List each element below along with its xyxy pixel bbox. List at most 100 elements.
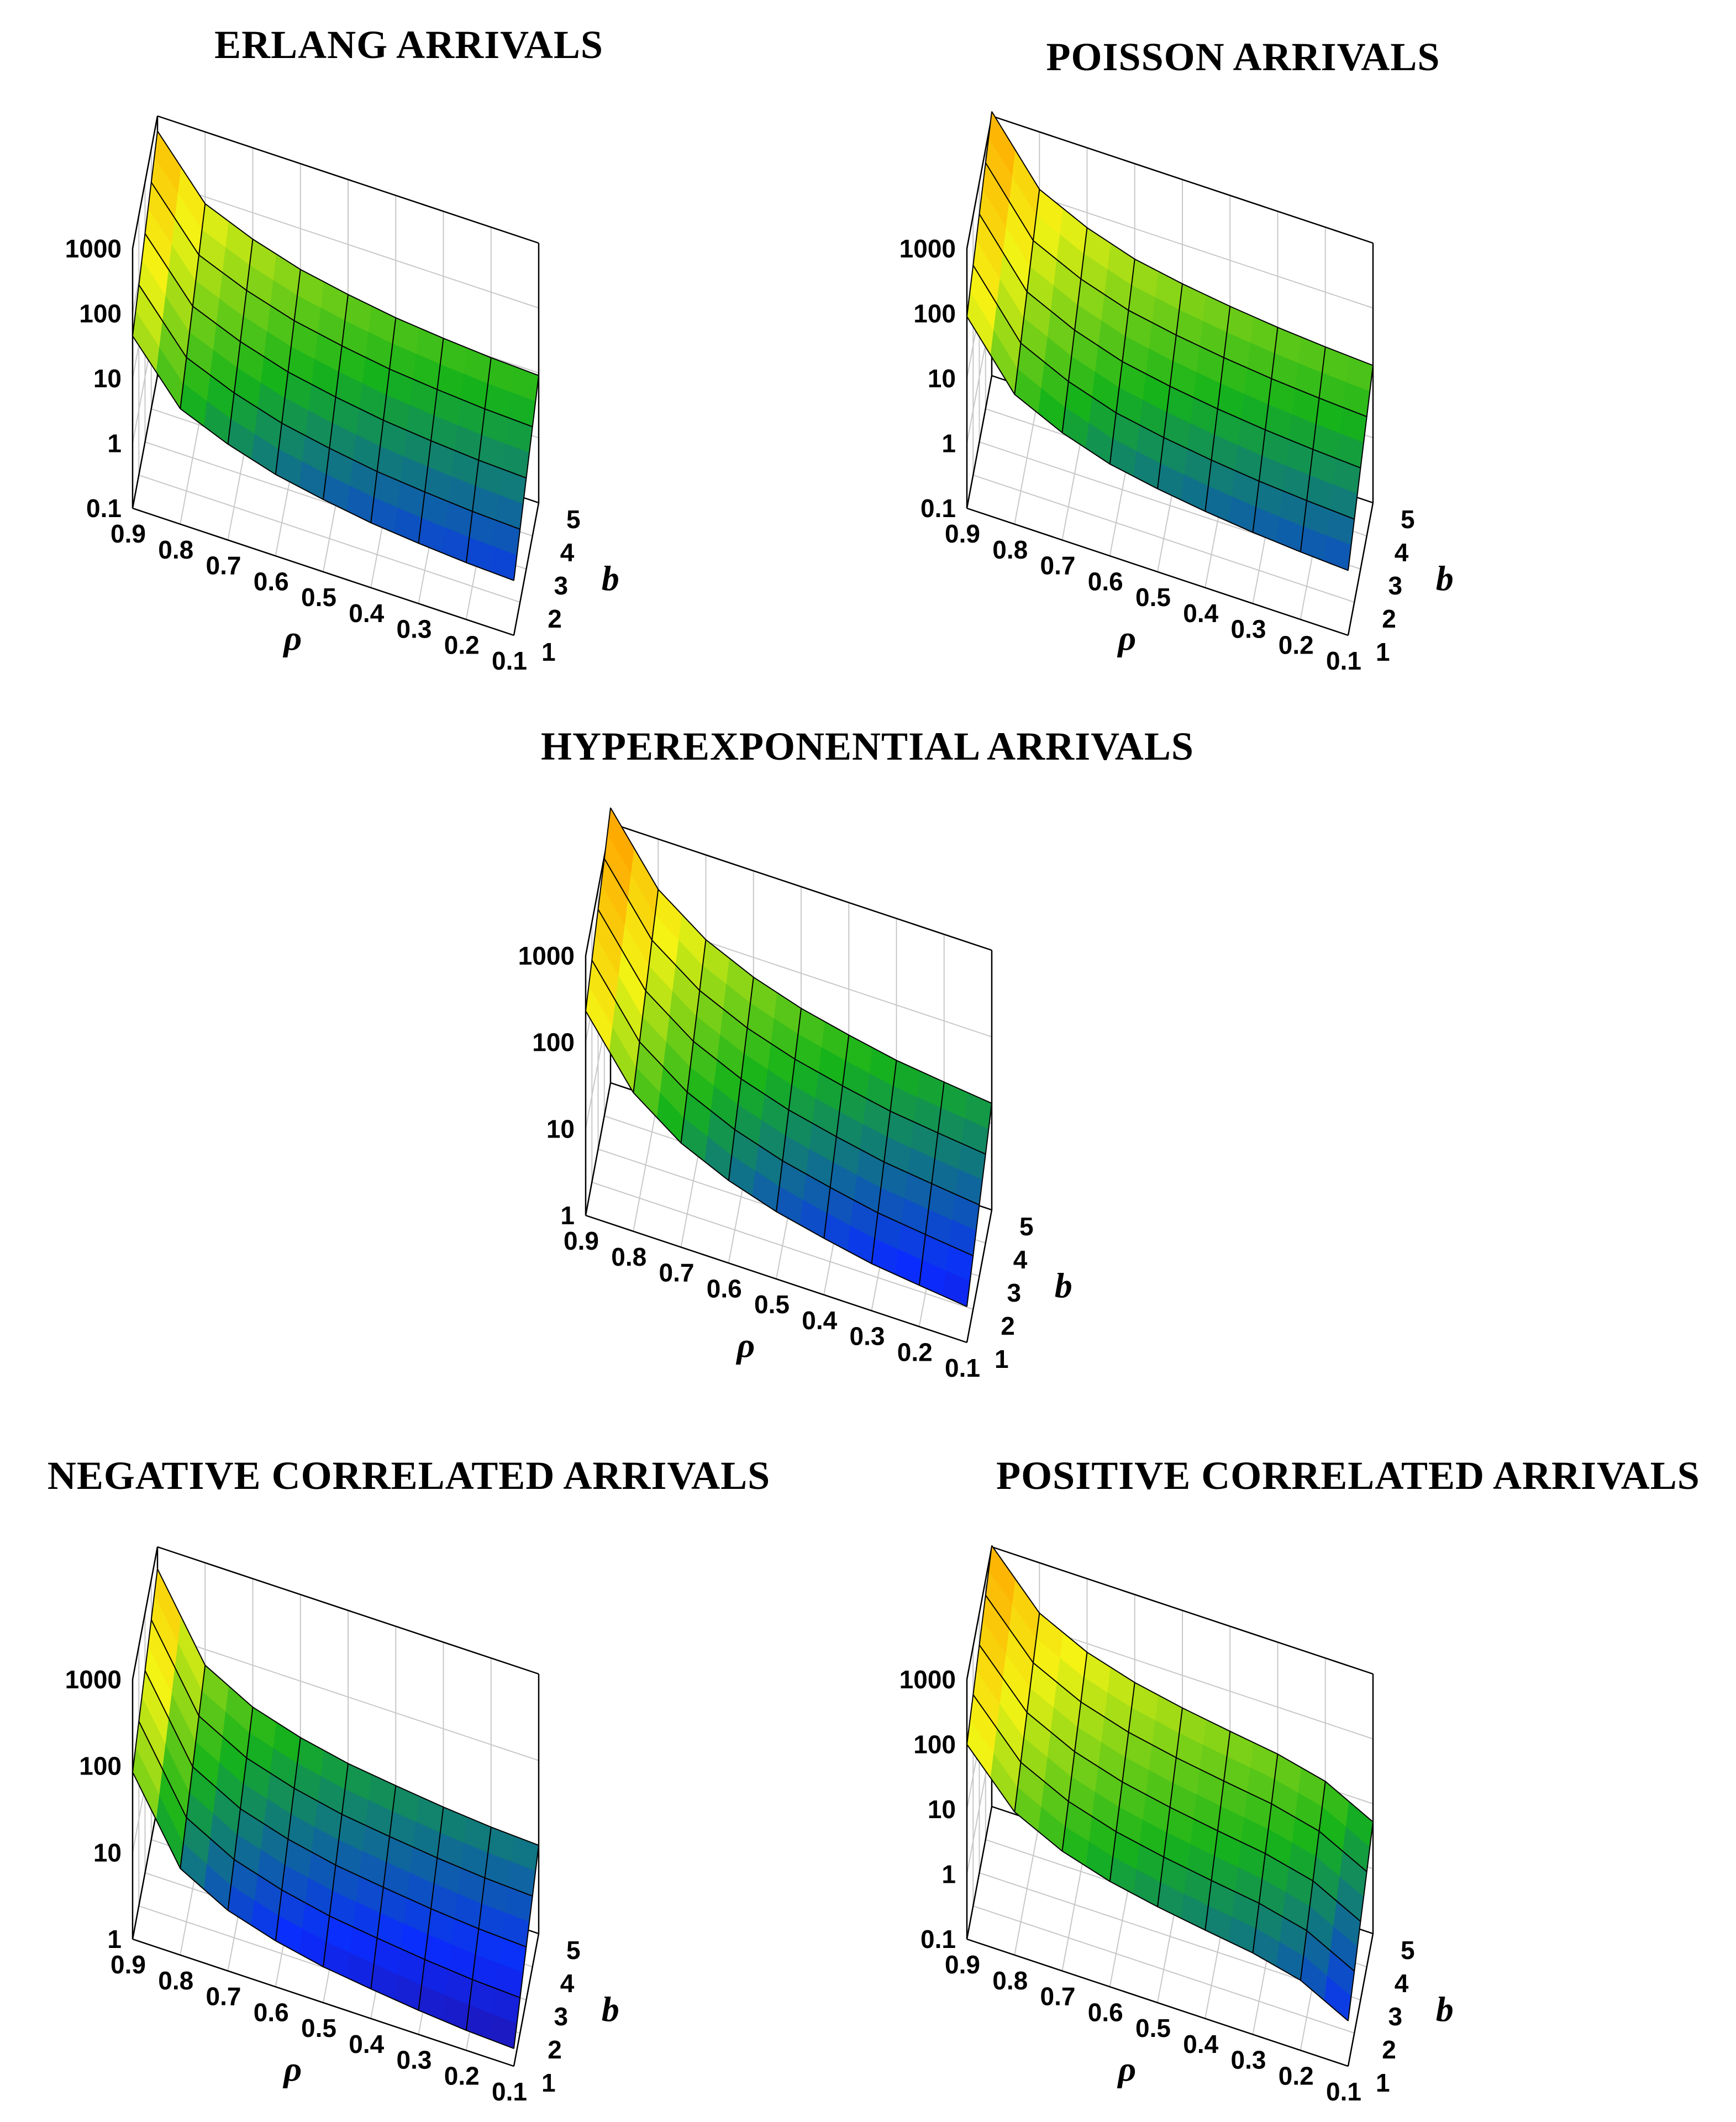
x-tick-label: 0.7 — [206, 1982, 241, 2011]
mesh-line — [979, 213, 1361, 468]
mesh-line — [150, 182, 533, 428]
x-tick-label: 0.6 — [1088, 1998, 1123, 2026]
grid-line — [1014, 1822, 1040, 1955]
y-tick-label: 3 — [554, 2002, 569, 2031]
x-tick-label: 0.8 — [158, 1966, 193, 1995]
x-tick-label: 0.9 — [111, 1950, 146, 1979]
surface-plot: 1 10 100 1000 0.9 0.8 0.7 0.6 0.5 0.4 0.3 0.2 0.1 1 2 3… — [65, 1546, 619, 2106]
y-tick-label: 3 — [554, 571, 569, 600]
y-tick-label: 2 — [1001, 1312, 1015, 1340]
x-tick-label: 0.9 — [564, 1226, 599, 1255]
surface-mesh — [966, 111, 1374, 571]
mesh-line — [132, 335, 514, 581]
x-axis-label: ρ — [735, 1326, 755, 1365]
mesh-line — [150, 1619, 533, 1897]
axis-edge — [1347, 1933, 1374, 2067]
x-tick-label: 0.7 — [659, 1259, 695, 1287]
x-tick-label: 0.6 — [254, 567, 289, 596]
z-tick-label: 1000 — [518, 941, 575, 970]
y-tick-label: 4 — [1395, 538, 1409, 567]
mesh-line — [591, 960, 974, 1256]
axis-edge — [991, 1546, 1374, 1675]
y-tick-label: 1 — [995, 1345, 1009, 1373]
x-tick-label: 0.2 — [897, 1338, 933, 1366]
tick-labels: 1 10 100 1000 0.9 0.8 0.7 0.6 0.5 0.4 0.3 0.2 0.1 1 2 3… — [518, 941, 1034, 1382]
mesh-line — [979, 1644, 1361, 1922]
y-tick-label: 4 — [1395, 1969, 1409, 1998]
axis-edge — [966, 115, 993, 249]
mesh-line — [966, 316, 1349, 571]
surface-mesh — [585, 807, 992, 1307]
chart-panel-hyperexponential: HYPEREXPONENTIAL ARRIVALS 1 10 100 1000 0.9 0… — [436, 724, 1298, 1382]
y-tick-label: 5 — [566, 1936, 581, 1965]
axis-edge — [1347, 502, 1374, 636]
x-tick-label: 0.3 — [1231, 2046, 1266, 2074]
x-tick-label: 0.7 — [1040, 1982, 1076, 2011]
tick-labels: 0.1 1 10 100 1000 0.9 0.8 0.7 0.6 0.5 0.4 0.3 0.2 0.1… — [65, 234, 581, 675]
z-tick-label: 1 — [941, 1860, 956, 1889]
chart-panel-negative-correlated: NEGATIVE CORRELATED ARRIVALS 1 10 100 1000 0… — [17, 1453, 878, 2110]
mesh-line — [985, 162, 1367, 418]
axis-edge — [132, 507, 514, 636]
chart-title: ERLANG ARRIVALS — [214, 23, 603, 67]
y-tick-label: 2 — [1382, 2035, 1396, 2064]
mesh-line — [132, 1772, 514, 2049]
y-tick-label: 2 — [548, 2035, 562, 2064]
mesh-line — [157, 1568, 539, 1846]
axis-edge — [610, 822, 992, 951]
axis-edge — [513, 1933, 540, 2067]
axis-edge — [585, 1214, 967, 1344]
x-tick-label: 0.9 — [945, 1950, 980, 1979]
z-tick-label: 1000 — [65, 234, 122, 263]
x-tick-label: 0.1 — [945, 1354, 980, 1382]
x-tick-label: 0.5 — [301, 2014, 336, 2042]
y-tick-label: 4 — [1013, 1245, 1028, 1274]
y-tick-label: 3 — [1007, 1278, 1022, 1307]
axis-edge — [966, 1938, 1349, 2067]
y-tick-label: 1 — [541, 2068, 556, 2097]
chart-panel-positive-correlated: POSITIVE CORRELATED ARRIVALS 0.1 1 10 100 10… — [851, 1453, 1724, 2110]
z-tick-label: 1 — [941, 429, 956, 458]
z-tick-label: 10 — [928, 364, 956, 393]
x-tick-label: 0.5 — [301, 583, 336, 612]
x-tick-label: 0.4 — [1183, 2030, 1218, 2058]
tick-labels: 0.1 1 10 100 1000 0.9 0.8 0.7 0.6 0.5 0.4 0.3 0.2 0.1… — [899, 1665, 1415, 2106]
z-tick-label: 0.1 — [86, 494, 122, 523]
chart-title: NEGATIVE CORRELATED ARRIVALS — [47, 1454, 771, 1498]
x-axis-label: ρ — [282, 2050, 302, 2089]
y-tick-label: 1 — [541, 638, 556, 666]
z-tick-label: 0.1 — [920, 1925, 956, 1953]
x-tick-label: 0.6 — [707, 1274, 742, 1303]
x-tick-label: 0.9 — [111, 519, 146, 548]
y-tick-label: 2 — [548, 604, 562, 633]
z-tick-label: 1000 — [65, 1665, 122, 1694]
z-tick-label: 10 — [93, 1838, 122, 1867]
mesh-line — [144, 233, 527, 479]
axis-edge — [157, 115, 539, 244]
x-tick-label: 0.3 — [1231, 615, 1266, 644]
axis-edge — [966, 1209, 993, 1343]
surface — [966, 1545, 1374, 2021]
surface-mesh — [132, 1568, 539, 2049]
z-tick-label: 10 — [93, 364, 122, 393]
mesh-line — [991, 111, 1374, 366]
x-tick-label: 0.1 — [1326, 646, 1361, 675]
mesh-line — [603, 858, 986, 1155]
mesh-line — [985, 1594, 1367, 1872]
x-tick-label: 0.5 — [754, 1290, 790, 1319]
mesh-line — [972, 1694, 1355, 1972]
axis-edge — [585, 1082, 612, 1216]
z-tick-label: 10 — [546, 1114, 575, 1143]
mesh-line — [597, 909, 980, 1205]
z-tick-label: 100 — [79, 299, 122, 328]
surface — [966, 110, 1374, 571]
surface-plot: 1 10 100 1000 0.9 0.8 0.7 0.6 0.5 0.4 0.3 0.2 0.1 1 2 3… — [518, 807, 1072, 1382]
x-axis-label: ρ — [1117, 619, 1136, 658]
x-tick-label: 0.2 — [1279, 630, 1314, 659]
mesh-line — [513, 1845, 539, 2049]
x-tick-label: 0.6 — [254, 1998, 289, 2026]
z-tick-label: 1000 — [899, 234, 956, 263]
y-tick-label: 5 — [1401, 505, 1415, 534]
mesh-line — [966, 1744, 1349, 2021]
y-tick-label: 1 — [1376, 2068, 1390, 2097]
